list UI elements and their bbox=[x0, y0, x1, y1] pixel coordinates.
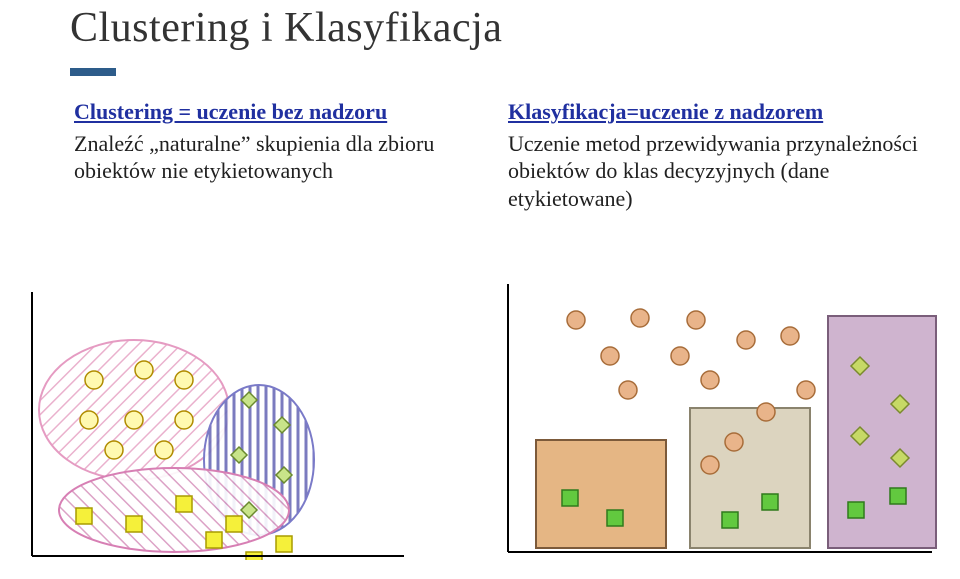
clustering-body: Znaleźć „naturalne” skupienia dla zbioru… bbox=[74, 130, 474, 185]
classification-heading: Klasyfikacja=uczenie z nadzorem bbox=[508, 98, 938, 126]
classification-column: Klasyfikacja=uczenie z nadzorem Uczenie … bbox=[508, 98, 938, 212]
page-title: Clustering i Klasyfikacja bbox=[70, 4, 502, 52]
clustering-heading: Clustering = uczenie bez nadzoru bbox=[74, 98, 474, 126]
clustering-figure bbox=[24, 260, 424, 560]
clustering-column: Clustering = uczenie bez nadzoru Znaleźć… bbox=[74, 98, 474, 185]
title-accent-bar bbox=[70, 68, 116, 76]
classification-figure bbox=[500, 260, 940, 560]
classification-body: Uczenie metod przewidywania przynależnoś… bbox=[508, 130, 938, 213]
